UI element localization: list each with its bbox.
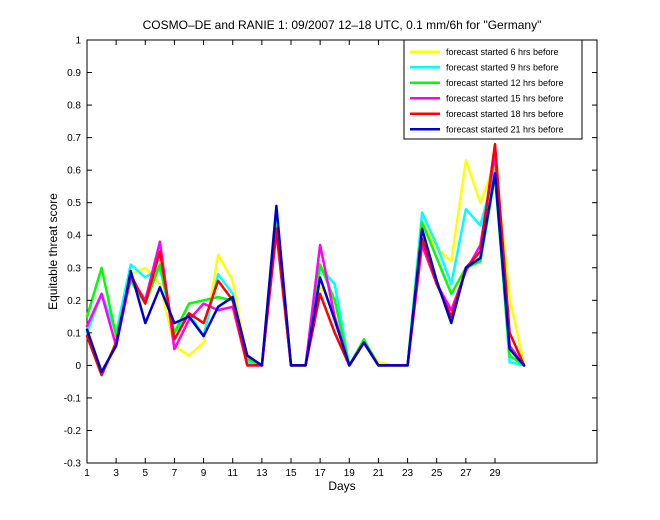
- x-tick-label: 21: [373, 468, 385, 479]
- x-tick-label: 9: [201, 468, 207, 479]
- x-tick-label: 27: [460, 468, 472, 479]
- x-tick-label: 7: [172, 468, 178, 479]
- y-tick-label: 0: [75, 361, 81, 372]
- legend-label-2: forecast started 9 hrs before: [446, 62, 559, 72]
- y-tick-label: 0.5: [67, 198, 81, 209]
- legend-label-4: forecast started 15 hrs before: [446, 93, 564, 103]
- x-tick-label: 17: [315, 468, 327, 479]
- x-tick-label: 25: [431, 468, 443, 479]
- legend-box: [403, 39, 583, 140]
- x-tick-label: 15: [285, 468, 297, 479]
- y-tick-label: 0.8: [67, 101, 81, 112]
- legend-label-5: forecast started 18 hrs before: [446, 109, 564, 119]
- legend-label-3: forecast started 12 hrs before: [446, 78, 564, 88]
- series-layer: [85, 142, 526, 377]
- y-tick-label: 0.1: [67, 328, 81, 339]
- y-axis: -0.3 -0.2 -0.1 0 0.1 0.2 0.3 0.4 0.5 0.6 0.7 0.8 0.9…: [64, 36, 597, 470]
- y-tick-label: 0.2: [67, 296, 81, 307]
- y-tick-label: -0.2: [64, 426, 82, 437]
- y-tick-label: 0.9: [67, 68, 81, 79]
- legend-label-6: forecast started 21 hrs before: [446, 124, 564, 134]
- y-tick-label: 0.4: [67, 231, 81, 242]
- x-axis: 1 3 5 7 9 11 13 15 17 19 21 23 25 27 29: [84, 40, 501, 479]
- y-tick-label: -0.1: [64, 393, 82, 404]
- series-line-6: [85, 172, 526, 374]
- y-tick-label: 0.6: [67, 166, 81, 177]
- y-axis-label: Equitable threat score: [46, 193, 60, 310]
- x-tick-label: 5: [143, 468, 149, 479]
- x-tick-label: 1: [84, 468, 90, 479]
- x-tick-label: 13: [256, 468, 268, 479]
- x-axis-label: Days: [328, 479, 355, 493]
- y-tick-label: 1: [75, 36, 81, 47]
- y-tick-label: 0.3: [67, 263, 81, 274]
- x-tick-label: 29: [489, 468, 501, 479]
- legend: forecast started 6 hrs before forecast st…: [403, 39, 583, 140]
- y-tick-label: -0.3: [64, 459, 82, 470]
- chart-title: COSMO–DE and RANIE 1: 09/2007 12–18 UTC,…: [143, 18, 542, 32]
- x-tick-label: 19: [344, 468, 356, 479]
- y-tick-label: 0.7: [67, 133, 81, 144]
- x-tick-label: 11: [228, 468, 239, 479]
- x-tick-label: 3: [113, 468, 119, 479]
- legend-label-1: forecast started 6 hrs before: [446, 47, 559, 57]
- x-tick-label: 23: [402, 468, 414, 479]
